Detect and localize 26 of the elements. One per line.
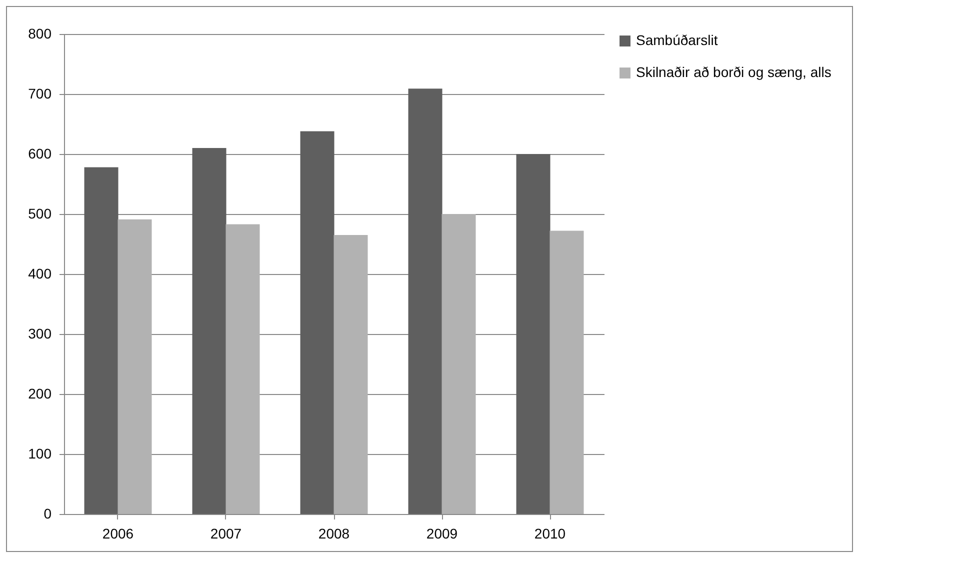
y-tick-label: 500 [28, 206, 52, 222]
legend-label: Skilnaðir að borði og sæng, alls [636, 64, 832, 80]
x-tick-label: 2009 [426, 526, 458, 542]
y-tick-label: 400 [28, 266, 52, 282]
bar [550, 230, 584, 514]
y-tick-label: 800 [28, 26, 52, 42]
bar [442, 214, 476, 514]
bar [84, 167, 118, 514]
bar [192, 148, 226, 514]
x-tick-label: 2007 [210, 526, 242, 542]
bar [118, 219, 152, 514]
y-tick-label: 600 [28, 146, 52, 162]
bar [300, 131, 334, 514]
bar [516, 154, 550, 514]
x-tick-label: 2010 [534, 526, 566, 542]
x-tick-label: 2008 [318, 526, 350, 542]
y-tick-label: 200 [28, 386, 52, 402]
bar [408, 88, 442, 514]
y-tick-label: 0 [44, 506, 52, 522]
bar [334, 235, 368, 514]
x-tick-label: 2006 [102, 526, 134, 542]
y-tick-label: 100 [28, 446, 52, 462]
y-tick-label: 700 [28, 86, 52, 102]
y-tick-label: 300 [28, 326, 52, 342]
bar [226, 224, 260, 514]
legend-label: Sambúðarslit [636, 32, 718, 48]
